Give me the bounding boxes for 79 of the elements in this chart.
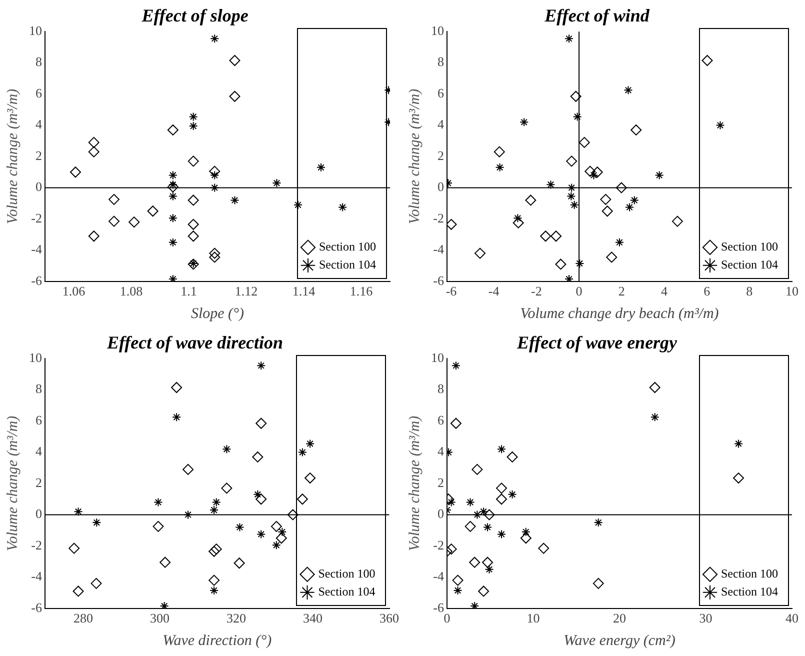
y-tick-label: 4 <box>438 116 444 132</box>
legend-label: Section 104 <box>318 584 376 599</box>
x-tick-label: 1.12 <box>234 284 258 299</box>
x-axis-title: Wave energy (cm²) <box>564 632 676 649</box>
chart-title: Effect of wave energy <box>516 332 678 352</box>
legend-label: Section 100 <box>318 566 376 581</box>
y-tick-label: 6 <box>438 412 444 428</box>
x-tick-label: 1.06 <box>62 284 86 299</box>
y-tick-label: -4 <box>31 242 42 257</box>
y-tick-label: 8 <box>36 54 42 70</box>
x-tick-label: 10 <box>526 610 540 626</box>
y-tick-label: 4 <box>36 444 42 459</box>
y-tick-label: -2 <box>31 537 42 552</box>
y-tick-label: -6 <box>433 272 444 288</box>
x-tick-label: 2 <box>618 284 625 299</box>
x-tick-label: 0 <box>576 284 582 299</box>
x-tick-label: 1.08 <box>120 284 143 299</box>
x-tick-label: 30 <box>699 610 712 626</box>
y-tick-label: 2 <box>36 474 42 490</box>
y-tick-label: -6 <box>433 600 444 615</box>
y-tick-label: -2 <box>433 537 444 552</box>
y-tick-label: 6 <box>438 85 444 100</box>
y-tick-label: 10 <box>29 350 42 366</box>
y-tick-label: 10 <box>431 23 444 38</box>
x-tick-label: 6 <box>704 284 711 299</box>
x-tick-label: 320 <box>226 610 246 626</box>
x-tick-label: -4 <box>488 284 500 299</box>
x-tick-label: 1.16 <box>350 284 374 299</box>
chart-title: Effect of slope <box>140 5 248 26</box>
x-tick-label: 4 <box>660 284 668 299</box>
y-tick-label: 4 <box>36 116 42 132</box>
y-tick-label: -4 <box>433 242 444 257</box>
x-axis-title: Wave direction (°) <box>162 632 272 649</box>
y-tick-label: 4 <box>438 444 444 459</box>
y-axis-title: Volume change (m³/m) <box>4 88 21 224</box>
x-tick-label: 20 <box>613 610 626 626</box>
legend-label: Section 104 <box>319 258 376 272</box>
y-tick-label: 6 <box>36 85 42 100</box>
y-tick-label: 2 <box>36 148 42 163</box>
legend-label: Section 104 <box>721 258 778 272</box>
y-tick-label: 0 <box>438 506 444 522</box>
y-axis-title: Volume change (m³/m) <box>406 88 423 224</box>
x-tick-label: 8 <box>746 284 753 299</box>
legend-label: Section 104 <box>721 584 778 599</box>
x-tick-label: 340 <box>303 610 322 626</box>
chart-title: Effect of wind <box>544 5 650 26</box>
x-tick-label: 1.14 <box>292 284 316 299</box>
y-axis-title: Volume change (m³/m) <box>4 416 21 552</box>
y-tick-label: -6 <box>31 600 42 615</box>
x-axis-title: Slope (°) <box>190 306 244 322</box>
legend-label: Section 100 <box>721 240 778 254</box>
y-tick-label: 10 <box>431 350 444 366</box>
x-axis-title: Volume change dry beach (m³/m) <box>520 306 719 322</box>
y-tick-label: 6 <box>36 412 42 428</box>
chart-title: Effect of wave direction <box>106 332 284 352</box>
y-axis-title: Volume change (m³/m) <box>406 416 423 552</box>
y-tick-label: 2 <box>438 148 444 163</box>
legend-label: Section 100 <box>721 566 778 581</box>
x-tick-label: 300 <box>150 610 170 626</box>
legend-label: Section 100 <box>319 240 376 254</box>
x-tick-label: 40 <box>786 610 798 626</box>
x-tick-label: -2 <box>531 284 542 299</box>
y-tick-label: -6 <box>31 272 42 288</box>
y-tick-label: 0 <box>36 179 42 194</box>
y-tick-label: 8 <box>36 381 42 396</box>
y-tick-label: 10 <box>29 23 42 38</box>
y-tick-label: 8 <box>438 54 444 70</box>
y-tick-label: -2 <box>31 210 42 226</box>
x-tick-label: 360 <box>380 610 399 626</box>
y-tick-label: 0 <box>36 506 42 522</box>
x-tick-label: 10 <box>786 284 798 299</box>
y-tick-label: 8 <box>438 381 444 396</box>
y-tick-label: 0 <box>438 179 444 194</box>
y-tick-label: -2 <box>433 210 444 226</box>
y-tick-label: -4 <box>31 568 42 584</box>
x-tick-label: 1.1 <box>180 284 197 299</box>
x-tick-label: 280 <box>74 610 93 626</box>
y-tick-label: -4 <box>433 568 444 584</box>
y-tick-label: 2 <box>438 474 444 490</box>
